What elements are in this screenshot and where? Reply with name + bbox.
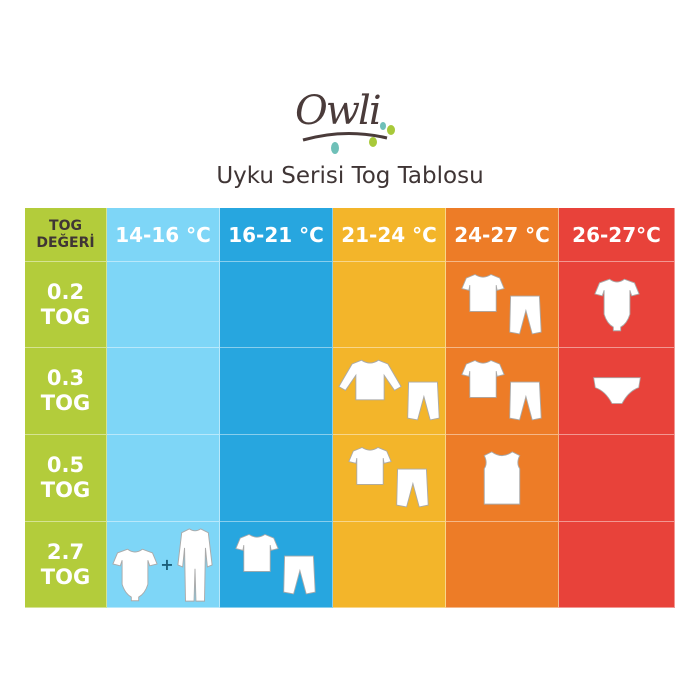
tog-table: TOG DEĞERİ 14-16 °C 16-21 °C 21-24 °C 24…: [25, 208, 675, 608]
table-cell: [559, 348, 675, 435]
clothing-set: [235, 532, 317, 598]
table-cell: [446, 522, 559, 608]
sleeveless-vest-icon: [480, 450, 524, 506]
diaper-cover-icon: [592, 376, 642, 406]
table-cell: [333, 262, 446, 348]
range-header: 21-24 °C: [333, 208, 446, 262]
tog-value: 0.3: [46, 366, 85, 390]
pants-icon: [394, 465, 430, 511]
tog-header: TOG DEĞERİ: [25, 208, 107, 262]
clothing-set: [480, 450, 524, 506]
range-header: 24-27 °C: [446, 208, 559, 262]
t-shirt-icon: [348, 445, 392, 487]
clothing-set: [594, 277, 640, 333]
sleepsuit-icon: [176, 527, 214, 603]
table-cell: [220, 348, 333, 435]
logo-text: Owli: [295, 88, 382, 134]
table-cell: [446, 435, 559, 522]
pants-icon: [405, 378, 441, 424]
clothing-set: +: [112, 527, 213, 603]
table-cell: [333, 435, 446, 522]
pants-icon: [281, 552, 317, 598]
table-cell: [446, 262, 559, 348]
tog-unit: TOG: [40, 304, 91, 329]
tog-value: 2.7: [46, 539, 85, 564]
table-cell: [220, 435, 333, 522]
clothing-set: [461, 272, 543, 338]
clothing-set: [348, 445, 430, 511]
tog-unit: TOG: [40, 564, 91, 589]
long-sleeve-icon: [337, 358, 403, 402]
table-cell: [107, 348, 220, 435]
bodysuit-icon: [594, 277, 640, 333]
table-cell: [107, 435, 220, 522]
table-cell: [220, 262, 333, 348]
tog-row-label: 0.5 TOG: [25, 435, 107, 522]
bodysuit-icon: [112, 547, 158, 603]
branch-leaves-icon: [302, 122, 395, 154]
tog-header-line1: TOG: [49, 217, 82, 234]
table-cell: [559, 262, 675, 348]
table-cell: [333, 348, 446, 435]
tog-value: 0.2: [46, 279, 85, 304]
table-cell: [446, 348, 559, 435]
t-shirt-icon: [461, 358, 505, 400]
tog-row-label: 2.7 TOG: [25, 522, 107, 608]
t-shirt-icon: [235, 532, 279, 574]
table-cell: +: [107, 522, 220, 608]
tog-header-line2: DEĞERİ: [36, 234, 95, 251]
clothing-set: [461, 358, 543, 424]
table-cell: [333, 522, 446, 608]
owli-logo: Owli: [295, 88, 405, 158]
range-header: 14-16 °C: [107, 208, 220, 262]
tog-row-label: 0.3 TOG: [25, 348, 107, 435]
clothing-set: [592, 376, 642, 406]
tog-unit: TOG: [40, 478, 91, 502]
range-header: 16-21 °C: [220, 208, 333, 262]
tog-unit: TOG: [40, 391, 91, 415]
t-shirt-icon: [461, 272, 505, 314]
pants-icon: [507, 292, 543, 338]
tog-value: 0.5: [46, 453, 85, 477]
range-header: 26-27°C: [559, 208, 675, 262]
plus-sign: +: [160, 555, 174, 574]
table-cell: [107, 262, 220, 348]
pants-icon: [507, 378, 543, 424]
tog-row-label: 0.2 TOG: [25, 262, 107, 348]
page-title: Uyku Serisi Tog Tablosu: [216, 163, 484, 189]
table-cell: [220, 522, 333, 608]
table-cell: [559, 522, 675, 608]
table-cell: [559, 435, 675, 522]
clothing-set: [337, 358, 441, 424]
